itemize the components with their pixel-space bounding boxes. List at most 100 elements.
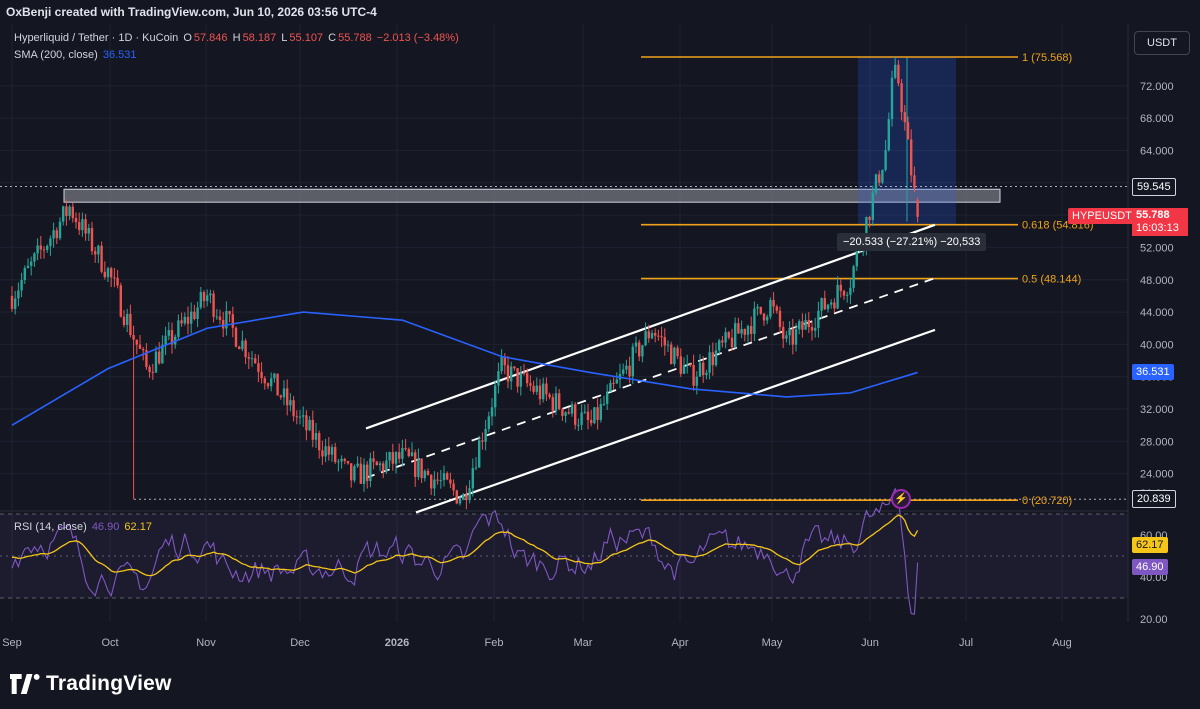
candle-body — [673, 347, 676, 365]
candle-body — [727, 332, 730, 338]
candle-body — [330, 447, 334, 455]
candle-body — [756, 306, 759, 309]
candle-body — [468, 488, 471, 501]
candle-body — [570, 404, 574, 414]
candle-body — [641, 345, 644, 357]
candle-body — [244, 340, 247, 358]
candle-body — [23, 267, 26, 280]
candle-body — [42, 249, 46, 251]
candle-body — [97, 245, 100, 255]
candle-body — [788, 328, 791, 336]
candle-body — [471, 468, 474, 489]
candle-body — [660, 336, 663, 338]
candle-body — [206, 295, 209, 302]
candle-body — [334, 447, 337, 462]
candle-body — [404, 448, 407, 450]
candle-body — [839, 284, 842, 291]
candle-body — [590, 419, 593, 424]
candle-body — [878, 174, 881, 183]
candle-body — [298, 416, 302, 418]
candle-body — [609, 382, 612, 392]
time-axis-label: 2026 — [385, 637, 409, 649]
candle-body — [362, 464, 366, 484]
candle-body — [682, 365, 686, 374]
candle-body — [606, 391, 609, 404]
rsi-line — [11, 487, 919, 615]
channel-mid-line — [365, 277, 936, 479]
candle-body — [423, 470, 426, 479]
candle-body — [231, 314, 234, 328]
rsi-tick-label: 40.00 — [1140, 572, 1168, 584]
candle-body — [46, 245, 49, 250]
candle-body — [871, 192, 874, 220]
candle-body — [638, 342, 641, 357]
time-axis-label: Feb — [485, 637, 504, 649]
candle-body — [180, 320, 183, 324]
candle-body — [689, 364, 692, 366]
candle-body — [100, 245, 103, 272]
price-tick-label: 72.000 — [1140, 81, 1174, 93]
candle-body — [167, 330, 170, 336]
symbol-legend[interactable]: Hyperliquid / Tether · 1D · KuCoin O 57.8… — [14, 32, 461, 44]
open-label: O — [183, 32, 192, 44]
candle-body — [375, 461, 378, 466]
candle-body — [116, 277, 119, 286]
candle-body — [410, 452, 414, 457]
tradingview-logo[interactable]: TradingView — [10, 672, 172, 696]
candle-body — [679, 356, 682, 374]
candle-body — [612, 382, 615, 384]
price-chart[interactable]: 1 (75.568)0.618 (54.816)0.5 (48.144)0 (2… — [0, 0, 1200, 660]
candle-body — [554, 393, 558, 411]
candle-body — [532, 385, 535, 392]
level-59545-tag: 59.545 — [1132, 178, 1176, 196]
candle-body — [548, 394, 551, 398]
candle-body — [369, 458, 372, 482]
candle-body — [894, 64, 897, 78]
rsi-legend[interactable]: RSI (14, close) 46.90 62.17 — [14, 521, 154, 533]
candle-body — [644, 331, 647, 346]
candle-body — [359, 463, 362, 484]
sma-legend[interactable]: SMA (200, close) 36.531 — [14, 49, 138, 61]
sma-price-tag: 36.531 — [1132, 364, 1174, 380]
candle-body — [30, 261, 33, 266]
candle-body — [577, 424, 580, 426]
candle-body — [615, 379, 618, 384]
candle-body — [58, 221, 62, 239]
price-tick-label: 32.000 — [1140, 404, 1174, 416]
candle-body — [346, 460, 350, 464]
candle-body — [900, 83, 903, 113]
candle-body — [778, 310, 782, 328]
candle-body — [737, 323, 740, 334]
candle-body — [820, 298, 823, 311]
candle-body — [71, 206, 74, 219]
candle-body — [199, 292, 202, 308]
candle-body — [78, 222, 81, 231]
candle-body — [311, 419, 314, 440]
candle-body — [599, 404, 602, 420]
currency-label: USDT — [1147, 37, 1177, 49]
rsi-ma-tag: 62.17 — [1132, 537, 1168, 553]
measure-label[interactable]: −20.533 (−27.21%) −20,533 — [837, 233, 987, 251]
candle-body — [305, 415, 308, 431]
candle-body — [654, 332, 657, 336]
candle-body — [407, 449, 410, 457]
candle-body — [801, 321, 804, 330]
candle-body — [794, 329, 798, 345]
rsi-label: RSI (14, close) — [14, 521, 87, 533]
candle-body — [734, 323, 737, 348]
candle-body — [478, 440, 481, 468]
time-axis-label: Dec — [290, 637, 310, 649]
candle-body — [596, 407, 599, 420]
time-axis-label: Mar — [574, 637, 593, 649]
candle-body — [782, 327, 785, 339]
candle-body — [234, 327, 238, 347]
candle-body — [465, 494, 468, 501]
candle-body — [417, 458, 420, 477]
attribution-text: OxBenji created with TradingView.com, Ju… — [6, 5, 377, 19]
currency-button[interactable]: USDT — [1134, 31, 1190, 55]
candle-body — [545, 383, 548, 395]
candle-body — [10, 295, 14, 309]
candle-body — [874, 174, 878, 193]
rsi-value-tag: 46.90 — [1132, 559, 1168, 575]
alert-clock-icon[interactable]: ⚡ — [891, 489, 911, 509]
